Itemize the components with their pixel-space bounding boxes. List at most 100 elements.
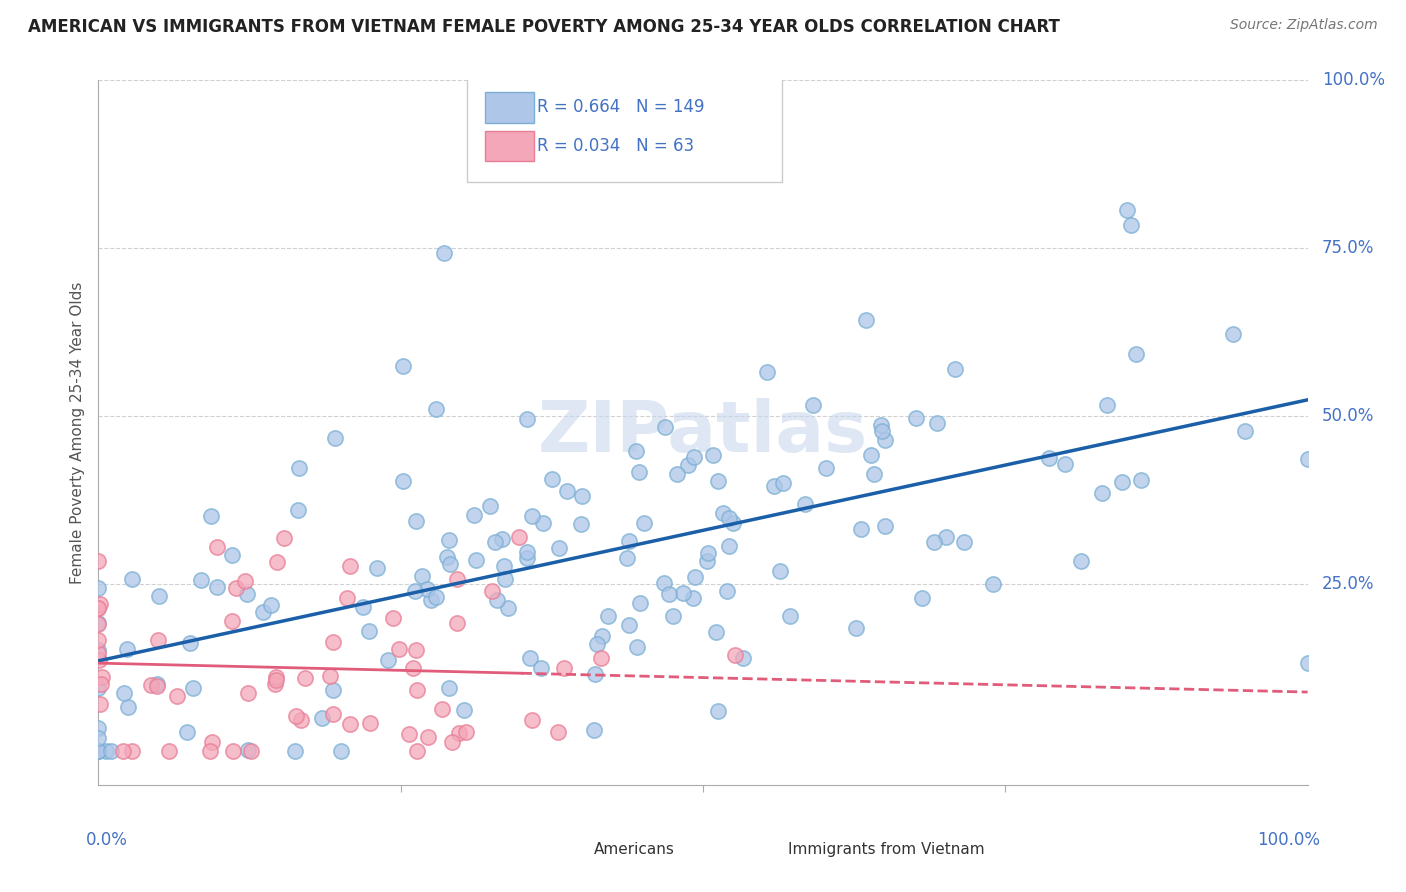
Point (723, 516, 745, 530)
Point (357, 624, 380, 639)
Text: 0.0%: 0.0% (86, 830, 128, 849)
Point (198, 744, 221, 758)
Text: R = 0.034   N = 63: R = 0.034 N = 63 (537, 136, 695, 155)
Point (166, 689, 188, 703)
Point (121, 744, 143, 758)
Point (418, 730, 440, 744)
Point (416, 582, 439, 596)
Point (89, 697, 111, 711)
Point (446, 616, 468, 631)
Point (252, 605, 274, 619)
Point (586, 637, 609, 651)
Point (706, 704, 728, 718)
Point (583, 723, 606, 737)
Point (801, 398, 824, 412)
Point (266, 555, 288, 569)
Point (925, 416, 948, 430)
Point (516, 412, 538, 426)
Point (112, 744, 135, 758)
Point (772, 475, 794, 490)
Point (290, 713, 312, 727)
Point (392, 474, 415, 488)
Point (484, 534, 506, 549)
Point (221, 548, 243, 562)
Text: 100.0%: 100.0% (1257, 830, 1320, 849)
Point (115, 641, 138, 656)
Point (323, 432, 346, 446)
Text: R = 0.664   N = 149: R = 0.664 N = 149 (537, 98, 704, 116)
Point (716, 584, 738, 599)
Point (145, 677, 167, 691)
Point (683, 450, 706, 465)
Point (311, 711, 333, 725)
Point (519, 651, 541, 665)
Point (433, 246, 456, 260)
Point (339, 716, 361, 731)
Point (1125, 347, 1147, 361)
Point (159, 744, 181, 758)
Text: Americans: Americans (595, 842, 675, 857)
Point (264, 673, 287, 687)
Point (1296, 657, 1319, 671)
Point (148, 589, 170, 603)
Point (696, 554, 718, 568)
Point (405, 744, 427, 758)
Point (672, 586, 695, 600)
Point (121, 572, 143, 586)
Point (200, 508, 222, 523)
Point (683, 570, 706, 584)
Point (205, 580, 228, 594)
Point (222, 744, 245, 758)
Point (405, 642, 427, 657)
Point (873, 433, 896, 447)
Point (87, 744, 110, 758)
Point (87, 643, 110, 657)
Point (287, 502, 309, 516)
Point (981, 576, 1004, 591)
Point (849, 523, 872, 537)
Point (205, 541, 228, 555)
Point (953, 535, 976, 549)
Point (486, 593, 509, 607)
FancyBboxPatch shape (749, 838, 785, 861)
Point (436, 550, 458, 565)
Point (441, 735, 464, 749)
FancyBboxPatch shape (485, 92, 534, 122)
Point (863, 467, 886, 482)
Point (260, 599, 283, 613)
Point (702, 448, 724, 462)
Point (90, 670, 112, 684)
Point (943, 362, 966, 376)
Point (717, 540, 740, 554)
Point (322, 706, 344, 721)
Point (779, 609, 801, 624)
Point (516, 550, 538, 565)
Point (589, 650, 612, 665)
FancyBboxPatch shape (485, 131, 534, 161)
Point (707, 475, 730, 489)
Point (238, 743, 260, 757)
Point (225, 581, 247, 595)
Point (439, 558, 461, 572)
Point (87, 616, 110, 631)
Point (508, 530, 530, 544)
Point (619, 534, 641, 549)
Point (1038, 451, 1060, 466)
Point (520, 509, 543, 524)
Point (87, 646, 110, 660)
Point (87, 554, 110, 568)
Point (569, 517, 592, 532)
Point (453, 702, 475, 716)
Point (682, 591, 704, 606)
Point (381, 611, 404, 625)
Point (404, 583, 426, 598)
Point (516, 545, 538, 559)
Point (1119, 218, 1142, 232)
Point (1129, 473, 1152, 487)
Point (935, 530, 957, 544)
Point (235, 587, 257, 601)
Point (176, 725, 198, 739)
Point (359, 716, 381, 731)
Point (339, 558, 361, 573)
Point (633, 516, 655, 530)
